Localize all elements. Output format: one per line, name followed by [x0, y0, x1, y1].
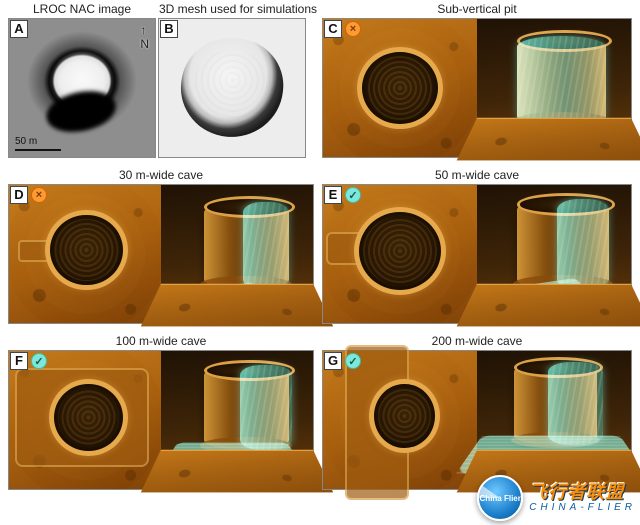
teal-overlay-g [548, 362, 603, 445]
panel-f-topview [9, 351, 161, 489]
panel-f-3d [161, 351, 313, 489]
panel-d-title: 30 m-wide cave [8, 168, 314, 182]
panel-f: F ✓ [8, 350, 314, 490]
panel-c-topview [323, 19, 477, 157]
panel-e-title: 50 m-wide cave [322, 168, 632, 182]
panel-g-3d [477, 351, 631, 489]
north-label: N [140, 37, 149, 51]
pit-top-d [45, 210, 127, 290]
pit-top-e [354, 207, 446, 295]
panel-letter-f: F [10, 352, 28, 370]
north-arrow-icon: ↑N [140, 23, 149, 51]
lroc-image: ↑N 50 m [9, 19, 155, 157]
panel-d-topview [9, 185, 161, 323]
surface-plane-d [141, 283, 334, 326]
panel-c: C × [322, 18, 632, 158]
scalebar: 50 m [15, 136, 61, 151]
teal-overlay-c [517, 36, 606, 127]
cross-icon: × [31, 187, 47, 203]
watermark-main: 飞行者联盟 [529, 483, 636, 501]
panel-letter-d: D [10, 186, 28, 204]
figure: LROC NAC image 3D mesh used for simulati… [0, 0, 640, 525]
check-icon: ✓ [31, 353, 47, 369]
panel-d-3d [161, 185, 313, 323]
pit-top-f [49, 379, 128, 456]
scalebar-text: 50 m [15, 136, 61, 147]
panel-letter-c: C [324, 20, 342, 38]
panel-d: D × [8, 184, 314, 324]
panel-letter-a: A [10, 20, 28, 38]
panel-b-title: 3D mesh used for simulations [158, 2, 318, 16]
panel-b: B [158, 18, 306, 158]
mesh-pit-icon [176, 33, 288, 142]
panel-letter-g: G [324, 352, 342, 370]
panel-letter-e: E [324, 186, 342, 204]
surface-plane-c [456, 117, 640, 160]
pit-top-g [369, 379, 440, 454]
teal-overlay-d [243, 202, 289, 290]
watermark-sub: CHINA-FLIER [529, 503, 636, 513]
check-icon: ✓ [345, 187, 361, 203]
cross-icon: × [345, 21, 361, 37]
panel-a: A ↑N 50 m [8, 18, 156, 158]
watermark-badge-text: China Flier [480, 494, 521, 503]
check-icon: ✓ [345, 353, 361, 369]
panel-e: E ✓ [322, 184, 632, 324]
pit-top-c [357, 47, 443, 130]
panel-c-3d [477, 19, 631, 157]
panel-e-topview [323, 185, 477, 323]
panel-c-title: Sub-vertical pit [322, 2, 632, 16]
panel-f-title: 100 m-wide cave [8, 334, 314, 348]
panel-g-topview [323, 351, 477, 489]
teal-overlay-f [240, 365, 292, 451]
panel-letter-b: B [160, 20, 178, 38]
teal-overlay-e [557, 199, 609, 290]
watermark: China Flier 飞行者联盟 CHINA-FLIER [477, 475, 636, 521]
watermark-text: 飞行者联盟 CHINA-FLIER [529, 483, 636, 513]
surface-plane-f [141, 449, 334, 492]
scalebar-line-icon [15, 149, 61, 151]
panel-a-title: LROC NAC image [8, 2, 156, 16]
surface-plane-e [456, 283, 640, 326]
watermark-badge-icon: China Flier [477, 475, 523, 521]
panel-e-3d [477, 185, 631, 323]
panel-g: G ✓ [322, 350, 632, 490]
mesh-3d [159, 19, 305, 157]
